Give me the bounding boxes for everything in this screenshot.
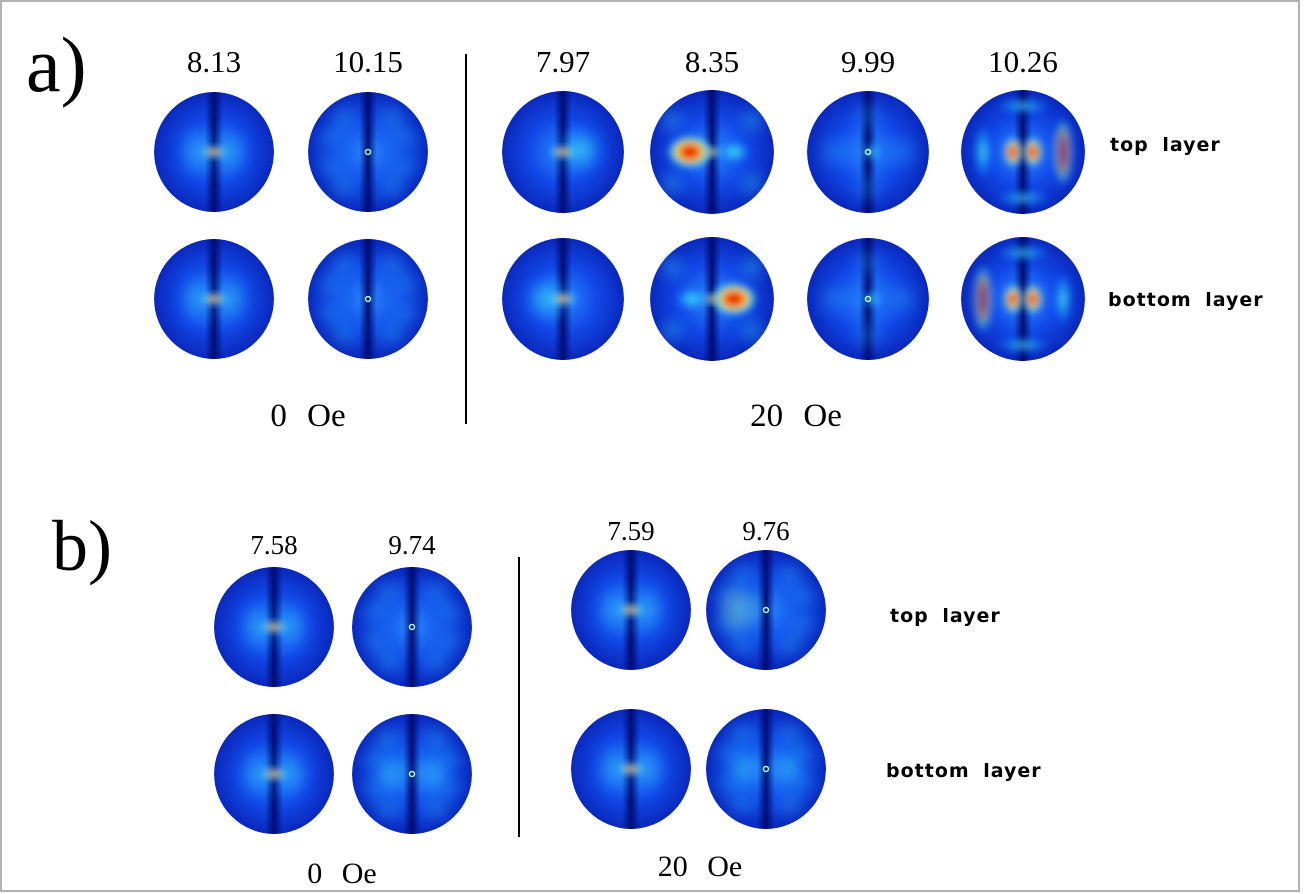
field-label: 0 Oe [270,398,346,434]
frequency-label: 7.97 [535,44,591,79]
frequency-label: 9.76 [742,516,790,546]
mode-map-disc [706,709,826,829]
frequency-label: 8.13 [186,44,242,79]
mode-map-disc [502,91,624,213]
frequency-label: 7.59 [607,516,655,546]
field-label: 0 Oe [307,857,377,890]
frequency-label: 7.58 [250,530,298,560]
mode-map-disc [308,92,428,212]
mode-map-disc [502,238,624,360]
frequency-label: 8.35 [684,44,740,79]
frequency-label: 9.74 [388,530,436,560]
mode-map-disc [571,550,691,670]
field-divider [518,557,520,837]
frequency-label: 9.99 [840,44,896,79]
mode-map-disc [961,237,1085,361]
mode-map-disc [214,567,334,687]
mode-map-disc [214,714,334,834]
field-divider [465,54,467,424]
panel-label-a: a) [26,21,87,108]
mode-map-disc [154,92,274,212]
field-label: 20 Oe [657,850,743,883]
mode-map-disc [352,714,472,834]
mode-map-disc [706,550,826,670]
mode-map-disc [571,709,691,829]
row-label-bottom-layer: bottom layer [886,760,1042,782]
panel-label-b: b) [52,506,112,586]
mode-map-disc [650,90,774,214]
mode-map-disc [352,567,472,687]
row-label-bottom-layer: bottom layer [1108,289,1264,311]
frequency-label: 10.26 [988,44,1058,79]
mode-map-disc [807,91,929,213]
mode-map-disc [961,90,1085,214]
row-label-top-layer: top layer [1110,134,1221,156]
mode-map-disc [308,239,428,359]
mode-map-disc [807,238,929,360]
mode-map-disc [154,239,274,359]
field-label: 20 Oe [750,398,842,434]
mode-map-disc [650,237,774,361]
row-label-top-layer: top layer [890,605,1001,627]
frequency-label: 10.15 [333,44,403,79]
